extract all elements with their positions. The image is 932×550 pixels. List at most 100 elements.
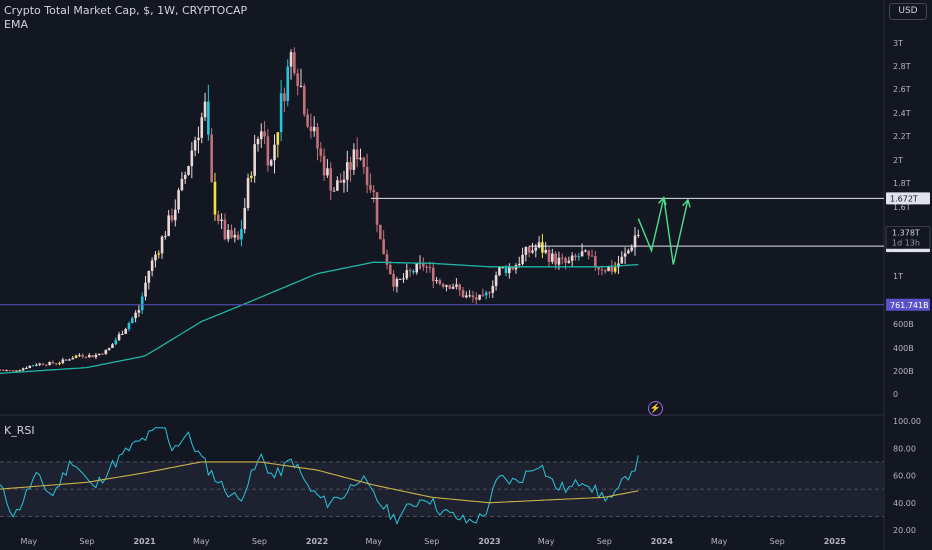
candle-body	[61, 359, 65, 363]
candle-body	[167, 215, 170, 236]
candle-body	[405, 270, 409, 279]
candle-body	[329, 168, 333, 191]
candle-body	[114, 340, 118, 345]
candle-body	[45, 364, 48, 366]
price-tick-label: 600B	[893, 320, 914, 329]
candle-body	[18, 370, 22, 372]
candle-body	[352, 149, 356, 170]
rsi-tick-label: 60.00	[893, 472, 916, 481]
candle-body	[422, 262, 425, 267]
price-tick-label: 2.4T	[893, 109, 911, 118]
countdown-label: 1d 13h	[892, 239, 920, 248]
candle-body	[246, 177, 250, 208]
level-label-box	[886, 192, 930, 205]
axes[interactable]: 0 200B 400B 600B 1T 1.6T 1.8T 2T 2.2T 2.4T 2.6T 2.8…	[21, 39, 921, 546]
candle-body	[38, 363, 41, 365]
candle-body	[74, 355, 78, 359]
candle-body	[379, 224, 382, 240]
candle-body	[117, 334, 121, 341]
candle-body	[203, 101, 207, 118]
candle-body	[537, 242, 541, 248]
candle-body	[200, 117, 204, 138]
candle-body	[362, 157, 366, 168]
price-tick-label: 2.2T	[893, 132, 911, 141]
candle-body	[150, 260, 154, 271]
candle-body	[458, 284, 462, 291]
candle-body	[326, 168, 329, 176]
candle-body	[11, 370, 15, 372]
rsi-tick-label: 40.00	[893, 499, 916, 508]
candle-body	[94, 354, 98, 358]
price-tick-label: 3T	[893, 39, 903, 48]
time-tick-label: Sep	[252, 537, 267, 546]
candle-body	[259, 131, 263, 139]
candle-body	[541, 242, 544, 253]
candle-body	[293, 52, 296, 74]
candle-body	[283, 93, 286, 102]
level-label-box	[886, 298, 930, 311]
candle-body	[494, 275, 498, 287]
candle-body	[64, 359, 68, 361]
time-tick-label: 2025	[824, 537, 847, 546]
candle-body	[84, 356, 88, 358]
candle-body	[226, 229, 230, 240]
candle-body	[547, 249, 551, 262]
candle-body	[253, 144, 256, 176]
candle-body	[183, 174, 187, 179]
candle-body	[266, 136, 270, 166]
candle-body	[388, 264, 392, 275]
candle-body	[402, 278, 405, 280]
candle-body	[369, 185, 372, 191]
candle-body	[190, 150, 194, 167]
candle-body	[286, 66, 290, 102]
currency-button[interactable]: USD	[889, 3, 927, 20]
candle-body	[213, 181, 217, 215]
candle-body	[154, 254, 157, 261]
rsi-tick-label: 20.00	[893, 526, 916, 535]
candle-body	[309, 126, 313, 132]
price-tick-label: 1T	[893, 272, 903, 281]
candle-body	[584, 250, 587, 252]
candle-body	[355, 149, 359, 160]
candle-body	[600, 269, 604, 271]
candle-body	[58, 362, 61, 364]
last-price-box	[885, 226, 931, 249]
candle-body	[296, 73, 299, 86]
candle-body	[603, 270, 607, 272]
candle-body	[392, 274, 395, 287]
rsi-legend[interactable]: K_RSI	[4, 424, 35, 437]
candle-body	[349, 162, 352, 170]
time-tick-label: May	[538, 537, 555, 546]
candle-body	[365, 167, 369, 186]
candle-body	[382, 239, 385, 255]
time-tick-label: May	[193, 537, 210, 546]
candle-body	[504, 267, 508, 274]
ema-legend[interactable]: EMA	[4, 18, 28, 31]
candle-body	[216, 214, 220, 222]
time-tick-label: Sep	[770, 537, 785, 546]
candle-body	[97, 353, 101, 355]
candle-body	[567, 260, 571, 263]
candle-body	[451, 286, 455, 289]
candle-body	[428, 267, 432, 269]
time-tick-label: 2024	[651, 537, 674, 546]
projection-arrowhead	[682, 198, 691, 208]
last-price-label: 1.378T	[892, 229, 920, 238]
candle-body	[448, 285, 452, 289]
candle-body	[534, 247, 538, 251]
candle-body	[78, 355, 81, 357]
lightning-icon[interactable]: ⚡	[648, 401, 663, 416]
candle-body	[48, 361, 51, 365]
candle-body	[197, 137, 200, 141]
projection-drawing[interactable]	[637, 195, 691, 265]
candle-body	[560, 257, 564, 259]
candle-body	[580, 251, 584, 257]
price-tick-label: 1.6T	[893, 203, 911, 212]
candle-body	[551, 253, 554, 262]
time-tick-label: May	[21, 537, 38, 546]
candle-body	[15, 370, 18, 372]
time-tick-label: May	[365, 537, 382, 546]
candle-body	[91, 355, 94, 358]
time-tick-label: Sep	[424, 537, 439, 546]
